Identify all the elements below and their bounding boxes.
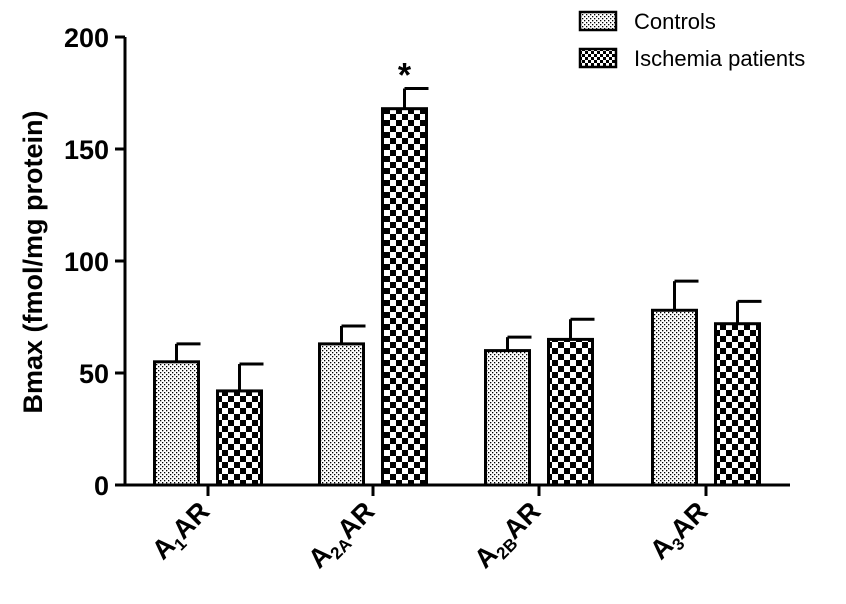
x-tick-label-2: A2BAR — [468, 496, 549, 577]
bar-controls-1 — [318, 342, 365, 487]
bar-ischemia-1 — [381, 107, 428, 487]
y-tick-label: 50 — [79, 359, 109, 389]
legend-label-ischemia: Ischemia patients — [634, 46, 805, 71]
bar-controls-2 — [484, 349, 531, 487]
legend: Controls Ischemia patients — [578, 9, 805, 71]
x-tick-label-0: A1AR — [146, 496, 218, 568]
bar-ischemia-3 — [714, 322, 761, 487]
y-tick-label: 150 — [64, 135, 109, 165]
bar-controls-3 — [651, 308, 698, 487]
bar-controls-0 — [153, 360, 200, 487]
bar-ischemia-0 — [216, 389, 263, 487]
bars-group — [153, 107, 761, 487]
legend-swatch-controls — [578, 10, 618, 32]
y-tick-label: 100 — [64, 247, 109, 277]
x-tick-label-3: A3AR — [644, 496, 716, 568]
x-tick-label-1: A2AAR — [302, 496, 383, 577]
bar-ischemia-2 — [547, 337, 594, 487]
y-tick-label: 0 — [94, 471, 109, 501]
legend-swatch-ischemia — [578, 47, 618, 69]
y-tick-label: 200 — [64, 23, 109, 53]
significance-asterisk: * — [398, 57, 412, 95]
y-axis-label: Bmax (fmol/mg protein) — [18, 110, 48, 413]
annotations-group: * — [398, 57, 412, 95]
legend-label-controls: Controls — [634, 9, 716, 34]
error-bars-group — [175, 87, 762, 391]
y-ticks-group: 0 50 100 150 200 — [64, 23, 125, 501]
x-ticks-group: A1AR A2AAR A2BAR A3AR — [146, 485, 716, 577]
